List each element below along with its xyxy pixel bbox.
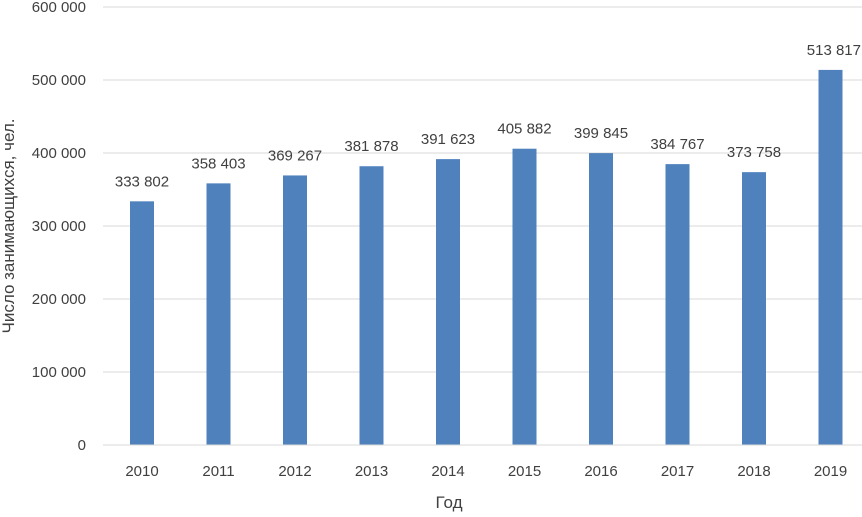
y-axis-ticks: 0 100 000 200 000 300 000 400 000 500 000 600 … <box>32 0 86 454</box>
data-label-2014: 391 623 <box>421 131 475 148</box>
bars <box>130 69 843 446</box>
data-label-2013: 381 878 <box>344 138 398 155</box>
x-tick-label: 2015 <box>508 463 541 480</box>
data-label-2019: 513 817 <box>807 42 861 59</box>
data-label-2010: 333 802 <box>115 173 169 190</box>
data-label-2016: 399 845 <box>574 125 628 142</box>
x-tick-label: 2011 <box>202 463 234 480</box>
bar-2019 <box>818 69 843 446</box>
x-tick-label: 2013 <box>355 463 388 480</box>
x-tick-label: 2012 <box>278 463 311 480</box>
bar-2013 <box>359 166 384 445</box>
bar-2012 <box>283 175 307 445</box>
y-tick-label: 0 <box>78 437 86 454</box>
data-label-2017: 384 767 <box>650 136 704 153</box>
y-tick-label: 100 000 <box>32 364 86 381</box>
data-labels: 333 802 358 403 369 267 381 878 391 623 405 8… <box>115 42 861 190</box>
y-axis-title: Число занимающихся, чел. <box>0 119 18 334</box>
bar-2014 <box>436 159 460 445</box>
bar-2015 <box>512 148 537 445</box>
x-tick-label: 2018 <box>737 463 770 480</box>
x-tick-label: 2017 <box>661 463 694 480</box>
bar-2011 <box>206 183 231 445</box>
x-tick-label: 2016 <box>584 463 617 480</box>
bar-2010 <box>130 201 154 445</box>
x-tick-label: 2014 <box>431 463 464 480</box>
y-tick-label: 500 000 <box>32 72 86 89</box>
data-label-2015: 405 882 <box>497 121 551 138</box>
x-axis-title: Год <box>435 493 462 512</box>
bar-2018 <box>742 172 766 445</box>
y-tick-label: 600 000 <box>32 0 86 16</box>
data-label-2012: 369 267 <box>268 147 322 164</box>
y-tick-label: 200 000 <box>32 291 86 308</box>
bar-2017 <box>665 164 690 445</box>
bar-2016 <box>589 153 613 445</box>
data-label-2011: 358 403 <box>191 155 245 172</box>
y-tick-label: 400 000 <box>32 145 86 162</box>
y-tick-label: 300 000 <box>32 218 86 235</box>
x-axis-ticks: 2010 2011 2012 2013 2014 2015 2016 2017 2018 2019 <box>125 463 847 480</box>
x-tick-label: 2019 <box>814 463 847 480</box>
data-label-2018: 373 758 <box>727 144 781 161</box>
x-tick-label: 2010 <box>125 463 158 480</box>
